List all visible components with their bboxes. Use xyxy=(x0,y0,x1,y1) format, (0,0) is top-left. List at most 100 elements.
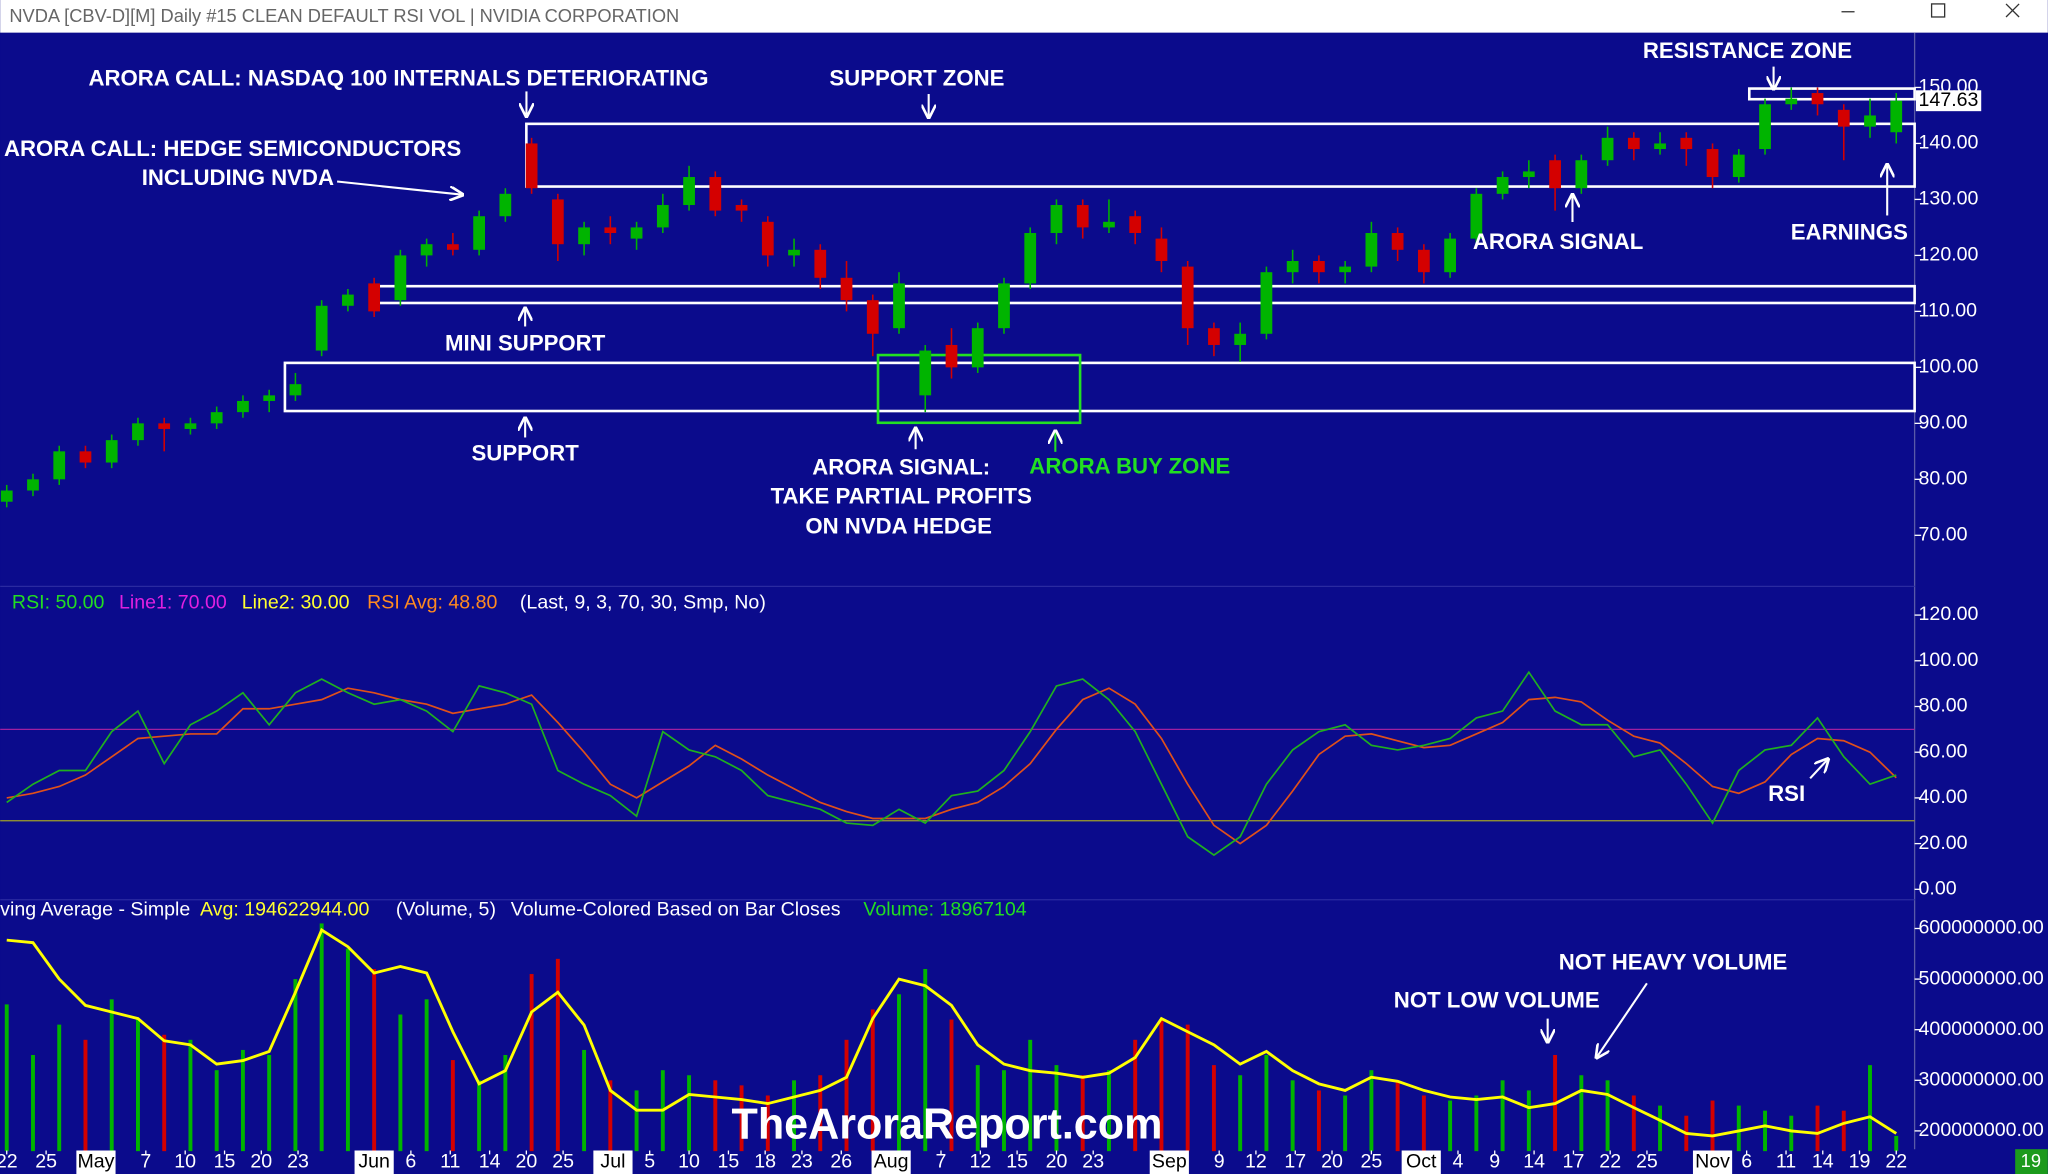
candle-body xyxy=(1496,177,1509,194)
volume-bar xyxy=(765,1095,770,1152)
y-tick-label: 130.00 xyxy=(1919,188,1979,210)
legends: RSI: 50.00 Line1: 70.00 Line2: 30.00 RSI… xyxy=(0,591,1027,920)
candle-body xyxy=(1759,104,1771,150)
candle-body xyxy=(551,199,564,245)
y-tick-label: 200000000.00 xyxy=(1919,1119,2044,1141)
volume-bar xyxy=(1054,1065,1059,1152)
x-tick-label: May xyxy=(77,1150,114,1172)
volume-bar xyxy=(1474,1095,1479,1152)
x-tick-label: 10 xyxy=(174,1150,196,1172)
candle-body xyxy=(342,294,354,306)
candle-body xyxy=(919,350,932,396)
legend-item: RSI Avg: 48.80 xyxy=(367,591,497,613)
x-tick-label: 20 xyxy=(1046,1150,1068,1172)
volume-bar xyxy=(739,1085,744,1152)
arrow xyxy=(1597,982,1648,1056)
legend-item: Avg: 194622944.00 xyxy=(200,898,370,920)
candle-body xyxy=(1417,249,1430,273)
maximize-button[interactable] xyxy=(1930,3,1946,18)
legend-item: (Volume, 5) xyxy=(396,898,496,920)
x-tick-label: 25 xyxy=(1360,1150,1382,1172)
y-tick-label: 110.00 xyxy=(1919,300,1978,322)
y-tick-label: 70.00 xyxy=(1919,523,1968,545)
volume-bar xyxy=(240,1049,245,1152)
x-tick-label: 23 xyxy=(287,1150,309,1172)
x-tick-label: 20 xyxy=(250,1150,272,1172)
x-tick-label: 25 xyxy=(1636,1150,1658,1172)
candle-body xyxy=(158,423,171,429)
candle-body xyxy=(1050,205,1063,234)
candle-body xyxy=(1129,216,1142,234)
candle-body xyxy=(971,328,984,368)
volume-bar xyxy=(424,999,429,1152)
volume-bar xyxy=(1658,1105,1663,1152)
x-tick-label: 7 xyxy=(140,1150,151,1172)
candle-body xyxy=(578,227,590,245)
volume-bar xyxy=(1211,1065,1216,1152)
volume-bar xyxy=(1526,1090,1531,1152)
x-tick-label-bg xyxy=(354,1150,394,1174)
x-tick-label: 11 xyxy=(440,1150,460,1172)
plot-area: 70.0080.0090.00100.00110.00120.00130.001… xyxy=(0,76,2044,1174)
volume-bar xyxy=(713,1080,718,1152)
x-tick-label: Jul xyxy=(600,1150,625,1172)
annotation: RSI xyxy=(1768,781,1805,806)
x-tick-label: 14 xyxy=(479,1150,501,1172)
candle-body xyxy=(1811,93,1824,105)
candle-body xyxy=(1837,109,1850,127)
x-tick-label: 23 xyxy=(791,1150,813,1172)
candle-body xyxy=(1391,233,1404,250)
annotation: NOT LOW VOLUME xyxy=(1394,987,1600,1012)
candle-body xyxy=(473,216,485,250)
x-tick-label: 9 xyxy=(1214,1150,1225,1172)
x-tick-label: 25 xyxy=(35,1150,57,1172)
volume-bar xyxy=(1185,1024,1190,1152)
y-tick-label: 600000000.00 xyxy=(1919,917,2044,939)
annotation: ARORA SIGNAL xyxy=(1473,229,1644,254)
x-tick-label-bg xyxy=(1401,1150,1441,1174)
annotation: EARNINGS xyxy=(1791,220,1908,245)
zone xyxy=(283,361,1916,413)
annotation: MINI SUPPORT xyxy=(445,331,606,356)
x-tick-label: Nov xyxy=(1695,1150,1730,1172)
zone xyxy=(1747,87,1916,101)
x-tick-label: 7 xyxy=(936,1150,947,1172)
legend-item: Line2: 30.00 xyxy=(242,591,350,613)
x-tick-label: 22 xyxy=(1599,1150,1621,1172)
annotation: ARORA BUY ZONE xyxy=(1029,453,1230,478)
arrow xyxy=(336,180,461,195)
volume-bar xyxy=(1868,1065,1872,1152)
candle-body xyxy=(1260,272,1273,334)
x-tick-label: 10 xyxy=(678,1150,700,1172)
y-tick-label: 20.00 xyxy=(1919,832,1968,854)
y-tick-label: 80.00 xyxy=(1919,695,1968,717)
volume-bar xyxy=(897,994,901,1152)
candle-body xyxy=(446,244,459,250)
window-title: NVDA [CBV-D][M] Daily #15 CLEAN DEFAULT … xyxy=(9,5,679,26)
x-tick-label: 23 xyxy=(1082,1150,1104,1172)
candle-body xyxy=(630,227,643,239)
x-tick-label: 15 xyxy=(718,1150,740,1172)
volume-bar xyxy=(1369,1070,1374,1152)
volume-bar xyxy=(975,1065,980,1152)
y-tick-label: 500000000.00 xyxy=(1919,967,2044,989)
legend-item: (Last, 9, 3, 70, 30, Smp, No) xyxy=(520,591,766,613)
candle-body xyxy=(814,249,827,278)
volume-bar xyxy=(1316,1090,1321,1152)
corner-badge xyxy=(2015,1149,2048,1174)
volume-bar xyxy=(555,958,560,1152)
candle-body xyxy=(184,423,197,429)
y-tick-label: 40.00 xyxy=(1919,786,1968,808)
x-tick-label: 12 xyxy=(969,1150,991,1172)
volume-bar xyxy=(188,1039,193,1152)
legend-item: Line1: 70.00 xyxy=(119,591,227,613)
close-button[interactable] xyxy=(2005,3,2020,18)
y-tick-label: 90.00 xyxy=(1919,412,1968,434)
volume-bar xyxy=(1421,1095,1426,1152)
candle-body xyxy=(1890,100,1903,133)
candle-body xyxy=(604,227,617,234)
candle-body xyxy=(788,249,800,256)
candle-body xyxy=(1208,328,1220,345)
